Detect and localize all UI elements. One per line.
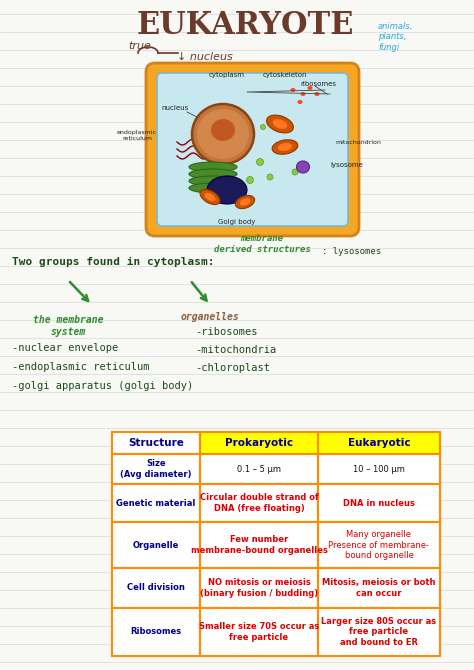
Text: membrane
derived structures: membrane derived structures <box>214 234 310 254</box>
Text: -endoplasmic reticulum: -endoplasmic reticulum <box>12 362 149 372</box>
Text: endoplasmic
reticulum: endoplasmic reticulum <box>117 130 157 141</box>
Text: cytoplasm: cytoplasm <box>209 72 245 78</box>
Text: DNA in nucleus: DNA in nucleus <box>343 498 415 507</box>
Bar <box>112 522 200 568</box>
Ellipse shape <box>197 109 249 159</box>
Text: -nuclear envelope: -nuclear envelope <box>12 343 118 353</box>
Ellipse shape <box>240 198 250 206</box>
Ellipse shape <box>236 196 255 208</box>
Text: Two groups found in cytoplasm:: Two groups found in cytoplasm: <box>12 257 215 267</box>
Bar <box>112 608 200 656</box>
Text: animals,
plants,
fungi: animals, plants, fungi <box>378 22 413 52</box>
Text: cytoskeleton: cytoskeleton <box>263 72 307 78</box>
Text: Eukaryotic: Eukaryotic <box>348 438 410 448</box>
Text: lysosome: lysosome <box>330 162 363 168</box>
FancyBboxPatch shape <box>157 73 348 226</box>
Ellipse shape <box>272 140 298 154</box>
Ellipse shape <box>189 176 237 186</box>
Ellipse shape <box>278 143 292 151</box>
Text: 10 – 100 μm: 10 – 100 μm <box>353 464 405 474</box>
Text: Organelle: Organelle <box>133 541 179 549</box>
Ellipse shape <box>291 88 295 92</box>
Ellipse shape <box>267 174 273 180</box>
Text: 0.1 – 5 μm: 0.1 – 5 μm <box>237 464 281 474</box>
Text: Cell division: Cell division <box>127 584 185 592</box>
Text: Many organelle
Presence of membrane-
bound organelle: Many organelle Presence of membrane- bou… <box>328 530 429 560</box>
Bar <box>318 568 440 608</box>
Bar <box>318 454 440 484</box>
Bar <box>200 454 318 484</box>
Text: ribosomes: ribosomes <box>300 81 336 87</box>
Text: Structure: Structure <box>128 438 184 448</box>
Ellipse shape <box>292 169 298 175</box>
Text: Larger size 80S occur as
free particle
and bound to ER: Larger size 80S occur as free particle a… <box>321 617 437 647</box>
Ellipse shape <box>297 161 310 173</box>
Text: Genetic material: Genetic material <box>116 498 196 507</box>
Ellipse shape <box>266 115 293 133</box>
Text: Size
(Avg diameter): Size (Avg diameter) <box>120 460 192 478</box>
Ellipse shape <box>204 193 216 201</box>
Ellipse shape <box>192 104 254 164</box>
Bar <box>318 432 440 454</box>
Bar <box>200 608 318 656</box>
Ellipse shape <box>261 125 265 129</box>
Ellipse shape <box>246 176 254 184</box>
Ellipse shape <box>256 159 264 165</box>
Text: ↓ nucleus: ↓ nucleus <box>177 52 233 62</box>
Ellipse shape <box>189 169 237 179</box>
Bar <box>200 568 318 608</box>
Text: -chloroplast: -chloroplast <box>195 363 270 373</box>
Text: -golgi apparatus (golgi body): -golgi apparatus (golgi body) <box>12 381 193 391</box>
Bar <box>112 454 200 484</box>
Text: NO mitosis or meiosis
(binary fusion / budding): NO mitosis or meiosis (binary fusion / b… <box>200 578 318 598</box>
Text: EUKARYOTE: EUKARYOTE <box>136 11 354 42</box>
Text: : lysosomes: : lysosomes <box>322 247 381 255</box>
Ellipse shape <box>308 86 312 90</box>
Bar <box>318 484 440 522</box>
Text: Smaller size 70S occur as
free particle: Smaller size 70S occur as free particle <box>199 622 319 642</box>
Ellipse shape <box>207 176 247 204</box>
Text: Golgi body: Golgi body <box>219 219 255 225</box>
Ellipse shape <box>298 100 302 104</box>
Ellipse shape <box>273 119 287 129</box>
Bar <box>112 568 200 608</box>
Ellipse shape <box>301 92 306 96</box>
Text: -mitochondria: -mitochondria <box>195 345 276 355</box>
Bar <box>200 522 318 568</box>
Ellipse shape <box>315 92 319 96</box>
Text: organelles: organelles <box>181 312 239 322</box>
Bar <box>200 484 318 522</box>
Text: Few number
membrane-bound organelles: Few number membrane-bound organelles <box>191 535 328 555</box>
Text: -ribosomes: -ribosomes <box>195 327 257 337</box>
Text: Circular double strand of
DNA (free floating): Circular double strand of DNA (free floa… <box>200 493 319 513</box>
Text: Ribosomes: Ribosomes <box>130 628 182 636</box>
Bar <box>112 432 200 454</box>
Text: mitochondrion: mitochondrion <box>335 140 381 145</box>
Ellipse shape <box>211 119 235 141</box>
FancyBboxPatch shape <box>146 63 359 236</box>
Bar <box>200 432 318 454</box>
Text: Prokaryotic: Prokaryotic <box>225 438 293 448</box>
Ellipse shape <box>189 162 237 172</box>
Text: Mitosis, meiosis or both
can occur: Mitosis, meiosis or both can occur <box>322 578 436 598</box>
Ellipse shape <box>200 190 220 204</box>
Ellipse shape <box>189 183 237 193</box>
Bar <box>112 484 200 522</box>
Text: true: true <box>128 41 151 51</box>
Text: nucleus: nucleus <box>161 105 189 111</box>
Bar <box>318 608 440 656</box>
Bar <box>318 522 440 568</box>
Text: the membrane
system: the membrane system <box>33 315 103 336</box>
